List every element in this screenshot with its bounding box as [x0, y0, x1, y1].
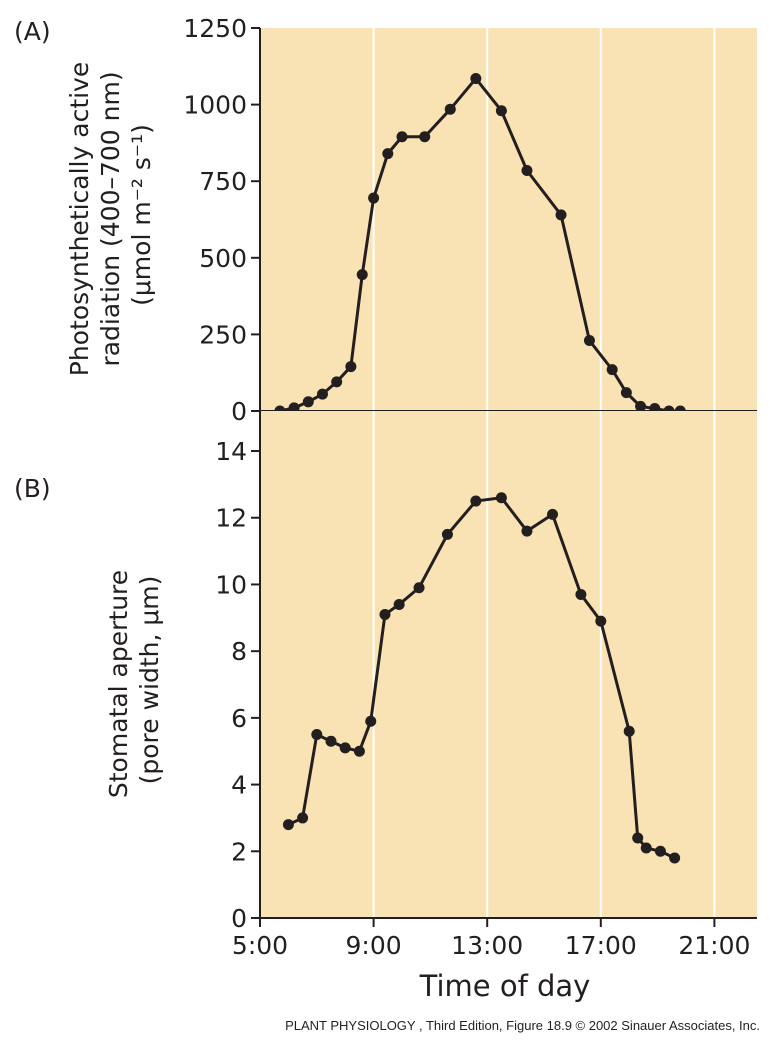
panel-a-data-point-15 — [555, 209, 567, 221]
panel-a-data-point-8 — [382, 148, 394, 160]
panel-b-x-axis-label: Time of day — [419, 969, 591, 1003]
panel-a-data-point-10 — [419, 131, 431, 143]
panel-b-axes — [259, 411, 757, 919]
panel-b-data-point-11 — [470, 495, 482, 507]
panel-a-y-axis-label-line-2: radiation (400–700 nm) — [96, 71, 125, 366]
panel-a-plot-background — [260, 28, 757, 411]
panel-b-y-tick-label-2: 4 — [231, 771, 247, 800]
panel-b-y-ticks: 0 2 4 6 8 10 12 14 — [215, 437, 260, 933]
panel-b-data-point-4 — [339, 742, 351, 754]
panel-b-y-tick-label-4: 8 — [231, 637, 247, 666]
panel-a-data-point-4 — [331, 376, 343, 388]
panel-a-y-axis-label: Photosynthetically active radiation (400… — [65, 54, 156, 376]
panel-b-data-point-3 — [325, 735, 337, 747]
panel-b-grid — [372, 411, 716, 918]
panel-b-data-point-18 — [632, 832, 644, 844]
panel-b-data-point-5 — [353, 745, 365, 757]
copyright-credit: PLANT PHYSIOLOGY , Third Edition, Figure… — [285, 1018, 760, 1033]
panel-a-data-point-2 — [302, 396, 314, 408]
panel-a-y-tick-label-5: 1250 — [183, 14, 247, 43]
panel-a-data-point-11 — [444, 103, 456, 115]
panel-b-plot-background — [260, 411, 757, 918]
panel-a-y-ticks: 0 250 500 750 1000 1250 — [183, 14, 260, 426]
panel-a-data-point-7 — [368, 192, 380, 204]
panel-a-y-axis-label-line-1: Photosynthetically active — [65, 62, 94, 376]
panel-b-data-point-14 — [547, 508, 559, 520]
panel-a-label: (A) — [14, 17, 51, 46]
panel-a-data-point-12 — [470, 73, 482, 85]
panel-a-data-point-3 — [316, 388, 328, 400]
panel-b-y-tick-label-1: 2 — [231, 837, 247, 866]
panel-b-y-tick-label-5: 10 — [215, 570, 247, 599]
panel-a-data-point-19 — [635, 400, 647, 412]
panel-b-label: (B) — [14, 474, 51, 503]
panel-b-series-line-0 — [287, 496, 676, 860]
panel-a-data-point-5 — [345, 361, 357, 373]
panel-b-x-tick-label-4: 21:00 — [678, 931, 750, 960]
panel-a-data-point-6 — [356, 269, 368, 281]
panel-b-y-tick-label-6: 12 — [215, 504, 247, 533]
panel-a-data-point-14 — [521, 164, 533, 176]
panel-a-y-tick-label-3: 750 — [199, 167, 247, 196]
panel-a-data-point-17 — [606, 364, 618, 376]
panel-b-data-point-6 — [365, 715, 377, 727]
panel-b-data-point-2 — [311, 729, 323, 741]
panel-b-data-point-17 — [623, 725, 635, 737]
panel-a-y-tick-label-2: 500 — [199, 244, 247, 273]
panel-a-y-tick-label-1: 250 — [199, 320, 247, 349]
panel-a-data-point-9 — [396, 131, 408, 143]
panel-a-data-point-16 — [583, 335, 595, 347]
panel-b-y-axis-label-line-2: (pore width, μm) — [135, 576, 164, 785]
panel-b-data-point-0 — [282, 819, 294, 831]
panel-a-y-tick-label-4: 1000 — [183, 91, 247, 120]
panel-b-data-point-10 — [441, 528, 453, 540]
panel-b-data-point-1 — [297, 812, 309, 824]
panel-b-y-tick-label-7: 14 — [215, 437, 247, 466]
panel-b-y-tick-label-3: 6 — [231, 704, 247, 733]
panel-b-data-point-13 — [521, 525, 533, 537]
panel-b-data-point-19 — [640, 842, 652, 854]
panel-a-y-axis-label-line-3: (μmol m⁻² s⁻¹) — [127, 124, 156, 306]
panel-a-photosynthetic-radiation: 0 250 500 750 1000 1250 (A) Photosyntheticall… — [14, 14, 757, 426]
panel-b-data-point-16 — [595, 615, 607, 627]
panel-b-x-ticks: 5:00 9:00 13:00 17:00 21:00 — [232, 918, 750, 960]
panel-b-data-point-8 — [393, 598, 405, 610]
panel-a-data-point-1 — [288, 402, 300, 414]
panel-b-series — [282, 492, 681, 864]
panel-b-x-tick-label-2: 13:00 — [451, 931, 523, 960]
panel-b-y-axis-label: Stomatal aperture (pore width, μm) — [104, 562, 164, 798]
panel-a-series — [274, 73, 686, 417]
panel-b-y-axis-label-line-1: Stomatal aperture — [104, 570, 133, 798]
panel-b-data-point-9 — [413, 582, 425, 594]
panel-b-x-tick-label-1: 9:00 — [346, 931, 402, 960]
panel-b-y-tick-label-0: 0 — [231, 904, 247, 933]
panel-a-data-point-18 — [620, 387, 632, 399]
panel-b-data-point-21 — [669, 852, 681, 864]
panel-b-data-point-15 — [575, 588, 587, 600]
panel-b-data-point-12 — [495, 492, 507, 504]
panel-b-data-point-20 — [654, 845, 666, 857]
panel-a-y-tick-label-0: 0 — [231, 397, 247, 426]
panel-a-data-point-13 — [495, 105, 507, 117]
panel-b-data-point-7 — [379, 608, 391, 620]
panel-b-x-tick-label-3: 17:00 — [565, 931, 637, 960]
panel-b-x-tick-label-0: 5:00 — [232, 931, 288, 960]
